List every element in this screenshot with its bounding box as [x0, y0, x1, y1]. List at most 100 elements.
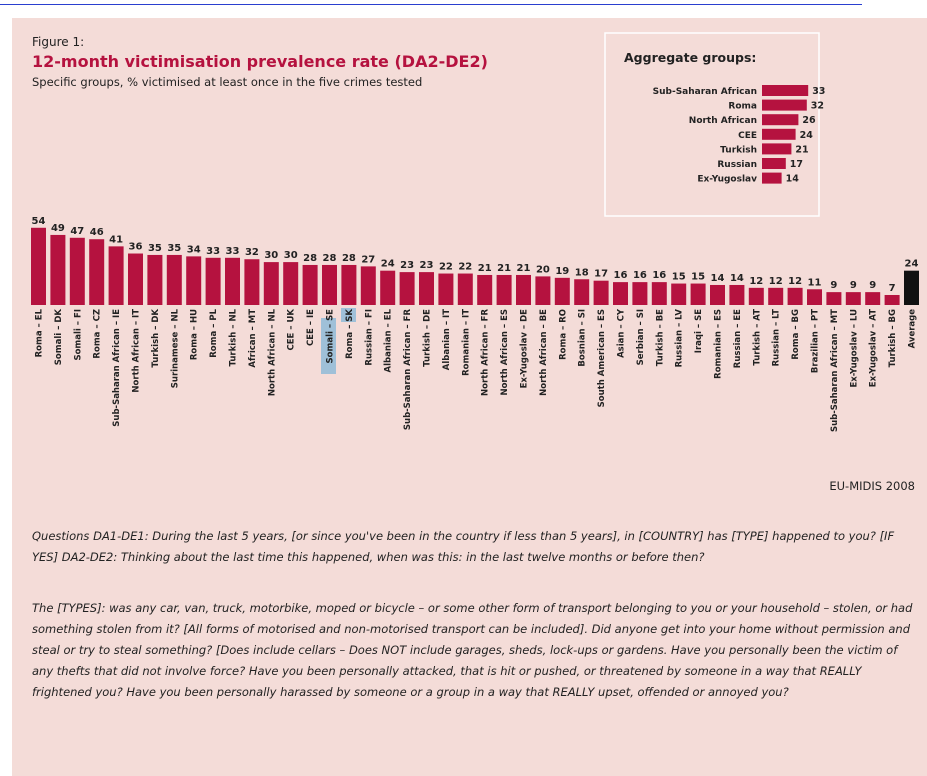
category-label: Turkish – AT — [752, 309, 762, 366]
category-label: Russian – EE — [733, 309, 743, 368]
category-label: Russian – LT — [772, 309, 782, 367]
inset-value: 21 — [795, 144, 808, 155]
category-label: African – MT — [248, 309, 258, 368]
value-label: 12 — [749, 276, 763, 287]
value-label: 16 — [633, 270, 647, 281]
inset-category: Turkish — [720, 145, 757, 155]
bar — [225, 257, 240, 305]
category-label: Turkish – DK — [151, 309, 161, 368]
category-label: North African – IT — [132, 309, 142, 393]
category-label: Turkish – BG — [888, 309, 898, 367]
chart: Figure 1: 12-month victimisation prevale… — [31, 32, 919, 493]
bar — [710, 284, 725, 305]
value-label: 20 — [536, 264, 550, 275]
bar — [205, 257, 221, 305]
value-label: 9 — [850, 280, 857, 291]
bar — [302, 264, 318, 305]
inset-value: 24 — [800, 130, 814, 141]
category-label: CEE – UK — [287, 309, 297, 351]
bar — [166, 254, 182, 305]
category-label: Albanian – IT — [442, 309, 452, 370]
bar — [904, 270, 919, 305]
value-label: 49 — [51, 223, 65, 234]
value-label: 9 — [830, 280, 837, 291]
bar — [807, 289, 822, 305]
value-label: 54 — [32, 216, 46, 227]
bar — [748, 287, 764, 305]
value-label: 28 — [342, 253, 356, 264]
bar — [108, 246, 124, 305]
value-label: 33 — [206, 246, 220, 257]
value-label: 21 — [478, 263, 492, 274]
category-label: Turkish – NL — [229, 308, 239, 366]
figure: Figure 1: 12-month victimisation prevale… — [12, 18, 927, 776]
value-label: 14 — [730, 273, 744, 284]
bar — [613, 282, 628, 305]
inset-bar — [762, 172, 782, 184]
category-label: Roma – RO — [558, 309, 568, 360]
category-label: Ex-Yugoslav – DE — [520, 309, 530, 389]
inset-bar — [762, 158, 786, 169]
link-underline — [0, 4, 862, 5]
bar — [263, 262, 279, 305]
bar — [399, 272, 415, 305]
figure-label: Figure 1: — [32, 35, 84, 49]
value-label: 15 — [672, 272, 686, 283]
inset-category: North African — [689, 116, 757, 126]
value-label: 27 — [361, 254, 375, 265]
bar — [516, 274, 531, 305]
bar — [671, 283, 687, 305]
inset-bar — [762, 114, 799, 126]
value-label: 41 — [109, 234, 123, 245]
bar — [651, 282, 667, 305]
category-label: Roma – EL — [35, 308, 45, 357]
inset-bar — [762, 128, 796, 140]
bar — [322, 264, 337, 305]
category-label: Iraqi – SE — [694, 309, 704, 353]
value-label: 21 — [497, 263, 511, 274]
inset-value: 33 — [812, 86, 825, 97]
category-label: Romanian – IT — [461, 309, 471, 376]
category-label: Roma – HU — [190, 309, 200, 360]
value-label: 22 — [439, 262, 453, 273]
value-label: 17 — [594, 269, 608, 280]
category-label: South American – ES — [597, 309, 607, 407]
value-label: 12 — [769, 276, 783, 287]
value-label: 23 — [420, 260, 434, 271]
inset-title: Aggregate groups: — [624, 50, 756, 65]
value-label: 19 — [555, 266, 569, 277]
category-label: North African – ES — [500, 309, 510, 396]
category-label: Sub-Saharan African – FR — [403, 309, 413, 431]
value-label: 30 — [264, 250, 278, 261]
value-label: 23 — [400, 260, 414, 271]
bar — [826, 292, 842, 305]
category-label: Roma – SK — [345, 309, 355, 359]
value-label: 28 — [323, 253, 337, 264]
inset-bar — [762, 99, 807, 111]
value-label: 28 — [303, 253, 317, 264]
label-highlight — [341, 308, 356, 322]
inset-category: Russian — [717, 160, 757, 170]
category-label: Turkish – BE — [655, 309, 665, 366]
category-label: Sub-Saharan African – IE — [112, 309, 122, 427]
value-label: 30 — [284, 250, 298, 261]
value-label: 47 — [70, 226, 84, 237]
bar — [787, 287, 803, 305]
value-label: 35 — [148, 243, 162, 254]
category-label: Roma – BG — [791, 309, 801, 360]
value-label: 34 — [187, 244, 201, 255]
inset-bar — [762, 85, 809, 96]
category-label: North African – BE — [539, 309, 549, 396]
value-label: 15 — [691, 272, 705, 283]
inset-bar — [762, 143, 792, 155]
value-label: 12 — [788, 276, 802, 287]
chart-subtitle: Specific groups, % victimised at least o… — [32, 75, 422, 89]
category-label: Roma – CZ — [93, 309, 103, 359]
bar — [690, 283, 706, 305]
category-label: Average — [908, 309, 918, 349]
inset-value: 14 — [786, 174, 800, 185]
category-label: CEE – IE — [306, 309, 316, 346]
value-label: 32 — [245, 247, 259, 258]
value-label: 9 — [869, 280, 876, 291]
bar — [380, 270, 396, 305]
